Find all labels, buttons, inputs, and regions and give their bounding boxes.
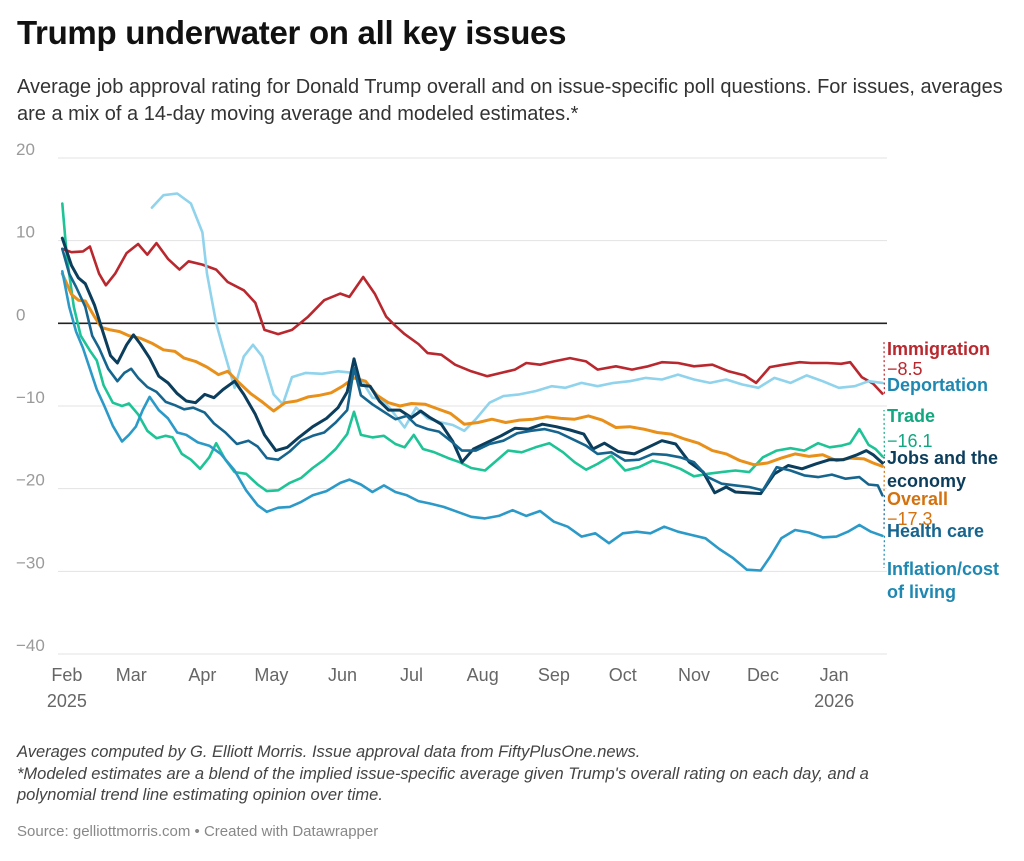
y-tick-label: 0: [16, 305, 25, 324]
x-tick-label: Mar: [116, 665, 147, 685]
x-tick-label: Jan: [820, 665, 849, 685]
series-line-overall: [60, 272, 884, 468]
y-tick-label: −40: [16, 636, 45, 655]
footnote-3: polynomial trend line estimating opinion…: [17, 786, 383, 804]
x-tick-year-label: 2026: [814, 691, 854, 711]
x-tick-label: Aug: [467, 665, 499, 685]
x-tick-label: Dec: [747, 665, 779, 685]
line-chart: 20 10 0 −10 −20 −30 −40 Feb 2025 Mar Apr May Jun Jul A…: [16, 140, 999, 711]
footnotes: Averages computed by G. Elliott Morris. …: [17, 742, 1017, 807]
x-tick-label: May: [254, 665, 288, 685]
chart-subtitle: Average job approval rating for Donald T…: [17, 76, 1003, 125]
footnote-1: Averages computed by G. Elliott Morris. …: [17, 743, 641, 761]
series-line-jobs-and-the-economy: [60, 236, 884, 496]
series-label: Deportation: [887, 375, 988, 395]
chart-title: Trump underwater on all key issues: [17, 14, 567, 51]
x-tick-label: Nov: [678, 665, 710, 685]
series-line-trade: [61, 202, 884, 493]
series-end-value: −17.3: [887, 509, 933, 529]
series-line-inflation-cost-of-living: [61, 270, 884, 572]
series-end-value: −8.5: [887, 359, 923, 379]
grid-layer: [58, 157, 887, 655]
series-label: Immigration: [887, 339, 990, 359]
series-label: economy: [887, 471, 966, 491]
x-tick-label: Jun: [328, 665, 357, 685]
series-end-value: −16.1: [887, 431, 933, 451]
series-label: Jobs and the: [887, 448, 998, 468]
series-line-deportation: [150, 192, 884, 433]
labels-layer: 20 10 0 −10 −20 −30 −40 Feb 2025 Mar Apr May Jun Jul A…: [16, 140, 999, 711]
series-label: of living: [887, 582, 956, 602]
y-tick-label: −30: [16, 553, 45, 572]
x-tick-year-label: 2025: [47, 691, 87, 711]
series-label: Health care: [887, 521, 984, 541]
y-tick-label: −20: [16, 471, 45, 490]
footnote-2: *Modeled estimates are a blend of the im…: [17, 764, 869, 783]
lines-layer: [60, 192, 884, 572]
y-tick-label: 10: [16, 223, 35, 242]
x-tick-label: Apr: [188, 665, 216, 685]
x-tick-label: Jul: [400, 665, 423, 685]
x-tick-label: Feb: [51, 665, 82, 685]
series-line-immigration: [61, 241, 884, 395]
series-label: Overall: [887, 489, 948, 509]
x-tick-label: Sep: [538, 665, 570, 685]
y-tick-label: −10: [16, 388, 45, 407]
series-label: Trade: [887, 406, 935, 426]
x-tick-label: Oct: [609, 665, 637, 685]
source-credit: Source: gelliottmorris.com • Created wit…: [17, 823, 379, 840]
series-label: Inflation/cost: [887, 559, 999, 579]
y-tick-label: 20: [16, 140, 35, 159]
series-line-health-care: [61, 247, 884, 497]
